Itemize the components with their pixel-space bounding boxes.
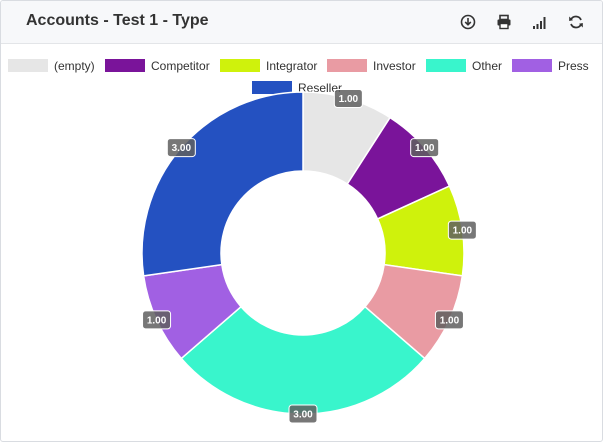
panel-title: Accounts - Test 1 - Type [26, 12, 209, 29]
legend-swatch-other [426, 59, 466, 72]
legend-label-integrator: Integrator [266, 59, 317, 73]
legend-item-press[interactable]: Press [512, 59, 589, 73]
legend-swatch-integrator [220, 59, 260, 72]
value-label-box [142, 310, 172, 330]
signal-bars-icon [533, 17, 546, 29]
legend-item-integrator[interactable]: Integrator [220, 59, 317, 73]
slice-other[interactable] [180, 305, 426, 415]
chart-legend: (empty) Competitor Integrator Investor Other… [8, 59, 589, 95]
value-label-press: 1.00 [142, 310, 172, 330]
refresh-button[interactable] [564, 10, 588, 34]
legend-label-empty: (empty) [54, 59, 95, 73]
legend-item-competitor[interactable]: Competitor [105, 59, 210, 73]
value-label-investor: 1.00 [434, 310, 464, 330]
value-label-other: 3.00 [288, 404, 318, 424]
legend-swatch-empty [8, 59, 48, 72]
donut-chart: (empty) Competitor Integrator Investor Other… [8, 59, 589, 424]
value-labels: 1.00 1.00 1.00 1.00 3.00 1.00 3.00 [142, 89, 477, 424]
value-label-text: 1.00 [453, 226, 473, 237]
value-label-empty: 1.00 [333, 89, 363, 109]
refresh-icon [569, 15, 583, 29]
slice-reseller[interactable] [141, 91, 304, 277]
value-label-box [333, 89, 363, 109]
legend-item-empty[interactable]: (empty) [8, 59, 95, 73]
value-label-text: 3.00 [293, 410, 313, 421]
value-label-integrator: 1.00 [447, 220, 477, 240]
print-button[interactable] [492, 10, 516, 34]
value-label-reseller: 3.00 [166, 138, 196, 158]
value-label-text: 1.00 [415, 143, 435, 154]
value-label-text: 1.00 [440, 315, 460, 326]
legend-label-press: Press [558, 59, 589, 73]
value-label-text: 1.00 [147, 315, 167, 326]
download-icon [460, 14, 476, 30]
download-button[interactable] [456, 10, 480, 34]
value-label-box [447, 220, 477, 240]
value-label-box [288, 404, 318, 424]
value-label-box [166, 138, 196, 158]
legend-item-other[interactable]: Other [426, 59, 502, 73]
value-label-text: 3.00 [172, 143, 192, 154]
legend-label-competitor: Competitor [151, 59, 210, 73]
legend-swatch-reseller [252, 81, 292, 94]
legend-label-other: Other [472, 59, 502, 73]
legend-label-investor: Investor [373, 59, 416, 73]
print-icon [497, 14, 511, 30]
value-label-box [410, 138, 440, 158]
donut-slices [141, 91, 465, 415]
value-label-text: 1.00 [339, 94, 359, 105]
value-label-competitor: 1.00 [410, 138, 440, 158]
panel-header: Accounts - Test 1 - Type [1, 1, 602, 44]
legend-swatch-press [512, 59, 552, 72]
chart-type-button[interactable] [528, 10, 552, 34]
value-label-box [434, 310, 464, 330]
legend-swatch-competitor [105, 59, 145, 72]
legend-swatch-investor [327, 59, 367, 72]
legend-item-investor[interactable]: Investor [327, 59, 416, 73]
toolbar [444, 10, 588, 34]
